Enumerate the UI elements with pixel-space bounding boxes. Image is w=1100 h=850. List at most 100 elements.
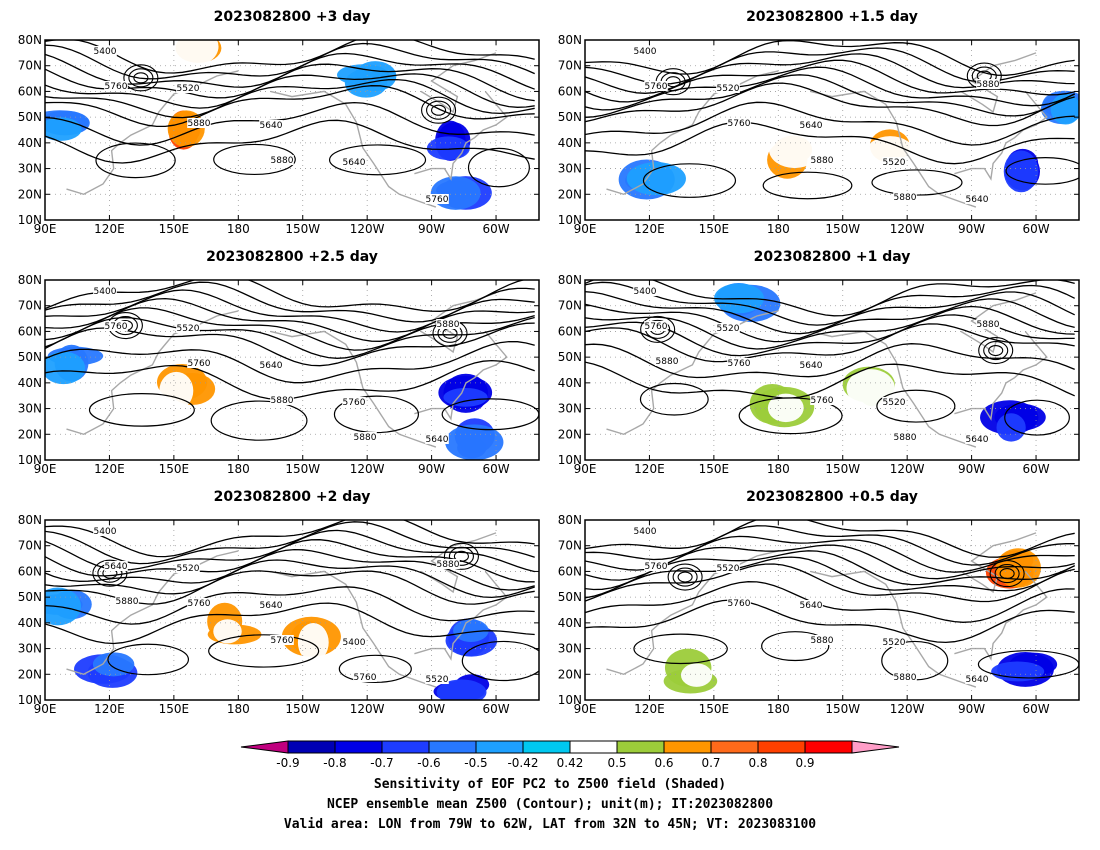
x-tick-label: 150W xyxy=(285,702,320,716)
y-tick-label: 60N xyxy=(558,84,582,98)
contour-label: 5880 xyxy=(188,119,211,129)
colorbar-bin xyxy=(757,740,806,754)
y-tick-label: 70N xyxy=(18,59,42,73)
height-contour xyxy=(45,289,535,333)
contour-label: 5760 xyxy=(188,359,211,369)
height-contour xyxy=(876,389,956,423)
contour-label: 5640 xyxy=(800,361,823,371)
height-contour xyxy=(45,280,526,312)
x-tick-label: 90E xyxy=(34,222,57,236)
panel-title: 2023082800 +2 day xyxy=(214,489,371,505)
colorbar-bin xyxy=(663,740,712,754)
y-tick-label: 50N xyxy=(18,110,42,124)
y-tick-label: 50N xyxy=(558,590,582,604)
contour-label: 5640 xyxy=(105,562,128,572)
contour-label: 5640 xyxy=(426,435,449,445)
map-area: 5400 5520 5640 5760 5640 5760 5760 5880 5880 5880 xyxy=(45,280,539,460)
colorbar-bin xyxy=(475,740,524,754)
colorbar-tick-label: -0.9 xyxy=(276,756,299,770)
contour-label: 5760 xyxy=(645,82,668,92)
map-panel: 5400 5520 5640 5760 5640 5760 5760 5880 5880 5880… xyxy=(18,249,540,476)
y-tick-label: 60N xyxy=(18,324,42,338)
contour-label: 5400 xyxy=(634,287,657,297)
y-tick-label: 40N xyxy=(558,616,582,630)
x-tick-label: 90E xyxy=(574,462,597,476)
closed-low-contour xyxy=(431,104,447,116)
height-contour xyxy=(639,382,709,416)
closed-low-contour xyxy=(453,550,469,562)
x-tick-label: 150W xyxy=(285,462,320,476)
y-tick-label: 50N xyxy=(558,350,582,364)
height-contour xyxy=(95,142,176,179)
contour-label: 5760 xyxy=(811,396,834,406)
closed-low-contour xyxy=(92,559,128,587)
panel-title: 2023082800 +2.5 day xyxy=(206,249,378,265)
height-contour xyxy=(45,559,535,599)
sensitivity-shade xyxy=(45,351,86,385)
map-area: 5400 5520 5640 5520 5640 5760 5760 5760 5880 5880… xyxy=(585,280,1079,460)
panel-title: 2023082800 +1 day xyxy=(754,249,911,265)
closed-low-contour xyxy=(448,546,474,566)
height-contour xyxy=(585,343,1075,379)
closed-low-contour xyxy=(128,68,154,88)
sensitivity-shade xyxy=(1003,150,1039,193)
x-tick-label: 60W xyxy=(1022,222,1049,236)
closed-low-contour xyxy=(426,100,452,120)
coastline xyxy=(270,570,437,688)
contour-label: 5760 xyxy=(728,599,751,609)
height-contour xyxy=(45,40,535,74)
map-area: 5400 5520 5640 5520 5640 5760 5760 5880 5880 xyxy=(585,520,1079,700)
closed-low-contour xyxy=(983,340,1009,361)
contour-label: 5520 xyxy=(717,324,740,334)
contour-label: 5880 xyxy=(437,560,460,570)
contour-label: 5880 xyxy=(656,357,679,367)
y-tick-label: 10N xyxy=(18,453,42,467)
height-contour xyxy=(738,397,843,435)
y-tick-label: 30N xyxy=(558,162,582,176)
sensitivity-shade xyxy=(436,679,487,700)
y-tick-label: 40N xyxy=(18,136,42,150)
contour-label: 5520 xyxy=(883,398,906,408)
height-contour xyxy=(871,169,963,196)
height-contour xyxy=(585,121,1075,165)
closed-low-contour xyxy=(665,76,681,88)
y-tick-label: 60N xyxy=(18,84,42,98)
sensitivity-shade xyxy=(443,387,488,407)
x-tick-label: 60W xyxy=(482,462,509,476)
height-contour xyxy=(45,521,535,565)
y-tick-label: 40N xyxy=(18,376,42,390)
x-tick-label: 90W xyxy=(418,222,445,236)
height-contour xyxy=(762,171,853,200)
colorbar-tick-label: -0.42 xyxy=(507,756,538,770)
y-tick-label: 60N xyxy=(558,324,582,338)
x-tick-label: 90W xyxy=(958,462,985,476)
x-tick-label: 90W xyxy=(958,702,985,716)
contour-label: 5640 xyxy=(966,675,989,685)
contour-label: 5760 xyxy=(645,322,668,332)
colorbar-tick-label: -0.5 xyxy=(464,756,487,770)
colorbar-bin xyxy=(381,740,430,754)
sensitivity-shade xyxy=(453,619,489,642)
contour-label: 5760 xyxy=(343,398,366,408)
coastline xyxy=(270,90,437,208)
contour-label: 5640 xyxy=(343,158,366,168)
contour-label: 5760 xyxy=(645,562,668,572)
contour-label: 5520 xyxy=(883,638,906,648)
y-tick-label: 50N xyxy=(558,110,582,124)
height-contour xyxy=(338,654,412,683)
contour-label: 5640 xyxy=(260,601,283,611)
y-tick-label: 10N xyxy=(18,213,42,227)
colorbar: -0.9 -0.8 -0.7 -0.6 -0.5 -0.42 0.42 0.5 0.6 0.7 0.… xyxy=(240,740,900,770)
y-tick-label: 10N xyxy=(558,693,582,707)
x-tick-label: 90E xyxy=(574,222,597,236)
map-frame xyxy=(44,279,540,461)
y-tick-label: 50N xyxy=(18,350,42,364)
y-tick-label: 20N xyxy=(558,187,582,201)
x-tick-label: 120E xyxy=(634,462,665,476)
height-contour xyxy=(210,400,308,441)
contour-label: 5640 xyxy=(260,121,283,131)
y-tick-label: 40N xyxy=(558,376,582,390)
y-tick-label: 30N xyxy=(558,642,582,656)
x-tick-label: 150E xyxy=(159,462,190,476)
